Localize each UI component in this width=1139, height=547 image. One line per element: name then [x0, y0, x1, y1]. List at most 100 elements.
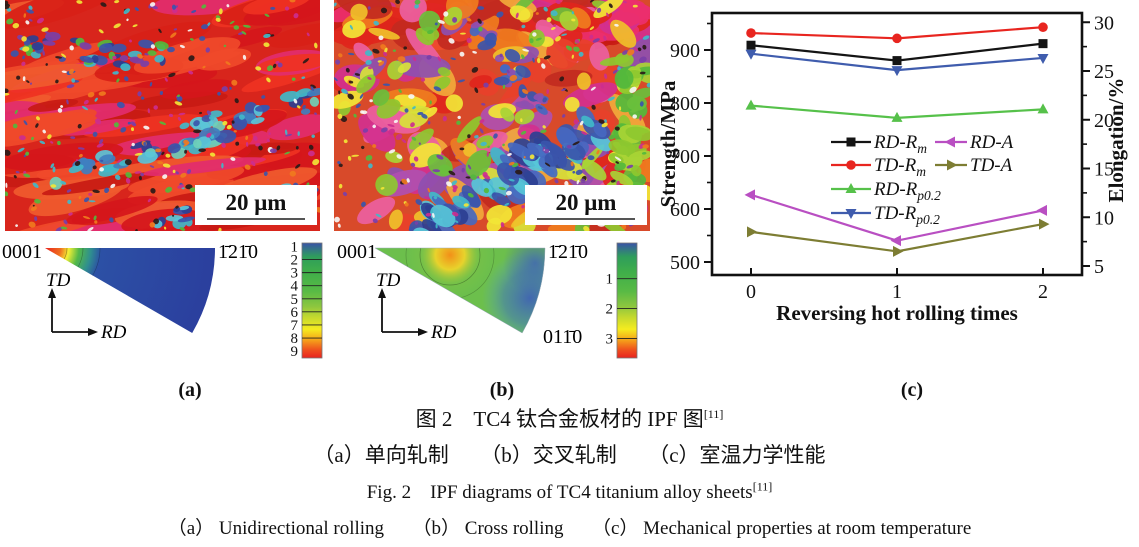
svg-text:1: 1	[291, 239, 299, 255]
svg-text:1: 1	[606, 272, 614, 288]
td-arrowhead-b	[378, 288, 386, 298]
marker-triangle-left	[944, 136, 955, 148]
svg-text:3: 3	[606, 331, 614, 347]
svg-text:2: 2	[606, 302, 614, 318]
ipf-triangle-a	[45, 248, 215, 333]
right-tick-label: 10	[1094, 207, 1114, 229]
marker-triangle-up	[891, 111, 903, 122]
colorbar-b	[616, 242, 638, 359]
rd-axis-label-a: RD	[100, 322, 127, 343]
svg-text:4: 4	[291, 279, 299, 295]
marker-square	[846, 137, 856, 147]
marker-triangle-down	[891, 66, 903, 77]
marker-square	[1038, 39, 1048, 49]
marker-triangle-up	[1037, 103, 1049, 114]
marker-triangle-right	[747, 226, 758, 238]
right-tick-label: 15	[1094, 159, 1114, 181]
scale-bar-a-label: 20 μm	[225, 189, 287, 215]
marker-square	[746, 40, 756, 50]
legend-label: TD-Rm	[874, 155, 926, 179]
axes-arrows-a	[51, 296, 90, 333]
marker-triangle-left	[744, 189, 755, 201]
caption-en-title: Fig. 2 IPF diagrams of TC4 titanium allo…	[0, 477, 1139, 504]
caption-zh-subtitle: （a）单向轧制 （b）交叉轧制 （c）室温力学性能	[313, 443, 826, 467]
corner-0001-a: 0001	[2, 241, 42, 263]
ipf-map-b: 20 μm	[334, 0, 650, 231]
scale-bar-b: 20 μm	[525, 185, 647, 225]
svg-text:5: 5	[291, 292, 299, 308]
svg-text:8: 8	[291, 331, 299, 347]
corner-0001-b: 0001	[337, 241, 377, 263]
marker-circle	[746, 28, 756, 38]
legend-label: RD-A	[969, 132, 1014, 153]
x-axis-title: Reversing hot rolling times	[776, 301, 1018, 325]
legend-label: RD-Rp0.2	[873, 179, 941, 203]
pole-figure-b: 0001 1̄21̄0 011̄0 TD RD 1 2 3	[337, 241, 638, 359]
svg-text:7: 7	[291, 318, 299, 334]
marker-square	[892, 56, 902, 66]
right-axis-title: Elongation/%	[1104, 78, 1128, 203]
td-axis-label-a: TD	[46, 270, 71, 291]
marker-triangle-right	[893, 245, 904, 257]
scale-bar-b-label: 20 μm	[555, 189, 617, 215]
left-tick-label: 800	[670, 93, 700, 115]
ipf-triangle-b	[375, 248, 545, 333]
right-tick-label: 20	[1094, 110, 1114, 132]
svg-text:3: 3	[291, 266, 299, 282]
marker-circle	[892, 33, 902, 44]
corner-0110-b: 011̄0	[543, 326, 582, 348]
marker-triangle-down	[845, 209, 857, 219]
axes-arrows-b	[381, 296, 420, 333]
marker-triangle-down	[745, 49, 757, 60]
panel-label-c: (c)	[900, 379, 924, 401]
legend-label: RD-Rm	[873, 132, 927, 156]
svg-text:2: 2	[291, 253, 299, 269]
caption-zh-title-sup: [11]	[703, 407, 724, 421]
scale-bar-b-line	[537, 217, 635, 220]
left-tick-label: 500	[670, 252, 700, 274]
legend-label: TD-A	[970, 155, 1013, 176]
x-tick-label: 0	[746, 281, 756, 303]
caption-en-title-sup: [11]	[752, 479, 773, 494]
corner-1210-a: 1̄21̄0	[218, 241, 258, 263]
mechanical-properties-chart: 500 600 700 800 900 5 10 15 20 25 30 0 1 2 Reversing h…	[656, 11, 1128, 325]
marker-triangle-right	[947, 159, 958, 171]
x-tick-label: 1	[892, 281, 902, 303]
caption-zh-title: 图 2 TC4 钛合金板材的 IPF 图[11]	[0, 403, 1139, 433]
caption-en-subtitle: （a） Unidirectional rolling （b） Cross rol…	[167, 518, 972, 539]
td-arrowhead-a	[48, 288, 56, 298]
marker-triangle-right	[1039, 218, 1050, 230]
ipf-triangle-b-outline	[374, 247, 546, 334]
panel-label-a: (a)	[178, 379, 202, 401]
right-tick-label: 25	[1094, 61, 1114, 83]
scale-bar-a: 20 μm	[195, 185, 317, 225]
left-axis-title: Strength/MPa	[656, 80, 680, 207]
right-tick-label: 30	[1094, 12, 1114, 34]
svg-text:9: 9	[291, 344, 299, 360]
legend-label: TD-Rp0.2	[874, 203, 940, 227]
marker-triangle-left	[1036, 204, 1047, 216]
rd-arrowhead-a	[88, 328, 98, 336]
left-tick-label: 900	[670, 40, 700, 62]
colorbar-a	[301, 242, 323, 359]
marker-circle	[846, 160, 856, 170]
corner-1210-b: 1̄21̄0	[548, 241, 588, 263]
caption-zh-title-text: 图 2 TC4 钛合金板材的 IPF 图	[415, 407, 704, 431]
x-tick-label: 2	[1038, 281, 1048, 303]
ipf-map-a: 20 μm	[5, 0, 320, 231]
caption-en-title-text: Fig. 2 IPF diagrams of TC4 titanium allo…	[366, 482, 753, 503]
marker-triangle-down	[1037, 53, 1049, 64]
rd-axis-label-b: RD	[430, 322, 457, 343]
scale-bar-a-line	[207, 217, 305, 220]
marker-triangle-up	[845, 183, 857, 193]
left-tick-label: 700	[670, 146, 700, 168]
svg-text:6: 6	[291, 305, 299, 321]
colorbar-b-ticks: 1 2 3	[606, 272, 637, 347]
right-tick-label: 5	[1094, 256, 1104, 278]
left-tick-label: 600	[670, 199, 700, 221]
td-axis-label-b: TD	[376, 270, 401, 291]
marker-triangle-up	[745, 99, 757, 110]
marker-triangle-left	[890, 235, 901, 247]
